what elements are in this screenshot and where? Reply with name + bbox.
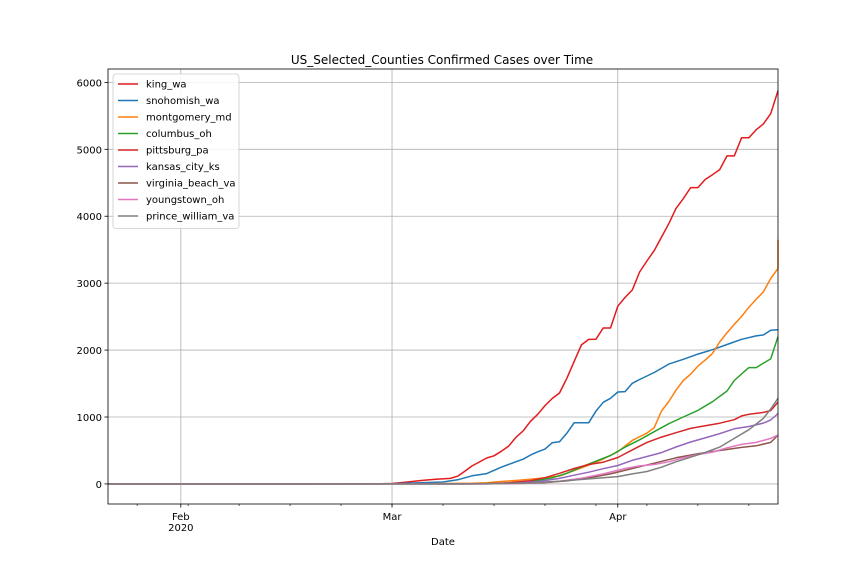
y-tick-label: 2000 (77, 346, 102, 357)
y-tick-label: 6000 (77, 78, 102, 89)
legend-label: pittsburg_pa (146, 146, 209, 157)
x-tick-sublabel: 2020 (168, 523, 193, 534)
legend-label: youngstown_oh (146, 195, 224, 206)
series-line-pittsburg-pa (107, 401, 779, 485)
series-line-columbus-oh (108, 336, 779, 485)
legend-label: virginia_beach_va (146, 179, 236, 190)
legend: king_wa snohomish_wa montgomery_md columbus… (112, 73, 240, 229)
series-line-kansas-city-ks (108, 412, 779, 485)
series-line-montgomery-md (107, 239, 779, 485)
series-line-snohomish-wa (107, 328, 779, 485)
series-line-prince-william-va (108, 397, 779, 485)
y-tick-label: 3000 (77, 279, 102, 290)
series-line-king-wa (108, 90, 779, 485)
legend-label: montgomery_md (146, 113, 232, 124)
legend-label: columbus_oh (146, 129, 212, 140)
x-axis-label: Date (431, 537, 455, 548)
y-tick-label: 4000 (77, 212, 102, 223)
chart-title: US_Selected_Counties Confirmed Cases ove… (291, 53, 593, 67)
legend-label: snohomish_wa (146, 96, 220, 107)
y-tick-label: 1000 (77, 413, 102, 424)
legend-label: prince_william_va (146, 212, 234, 223)
x-tick-label: Apr (609, 512, 627, 523)
legend-label: kansas_city_ks (146, 162, 220, 173)
y-tick-label: 5000 (77, 145, 102, 156)
x-tick-label: Mar (383, 512, 403, 523)
y-axis: 0 1000 2000 3000 4000 5000 6000 (77, 78, 108, 491)
legend-box (112, 73, 240, 229)
legend-label: king_wa (146, 80, 187, 91)
y-tick-label: 0 (96, 480, 102, 491)
series-line-youngstown-oh (108, 434, 779, 485)
series-lines (107, 90, 779, 485)
x-tick-label: Feb (172, 512, 190, 523)
